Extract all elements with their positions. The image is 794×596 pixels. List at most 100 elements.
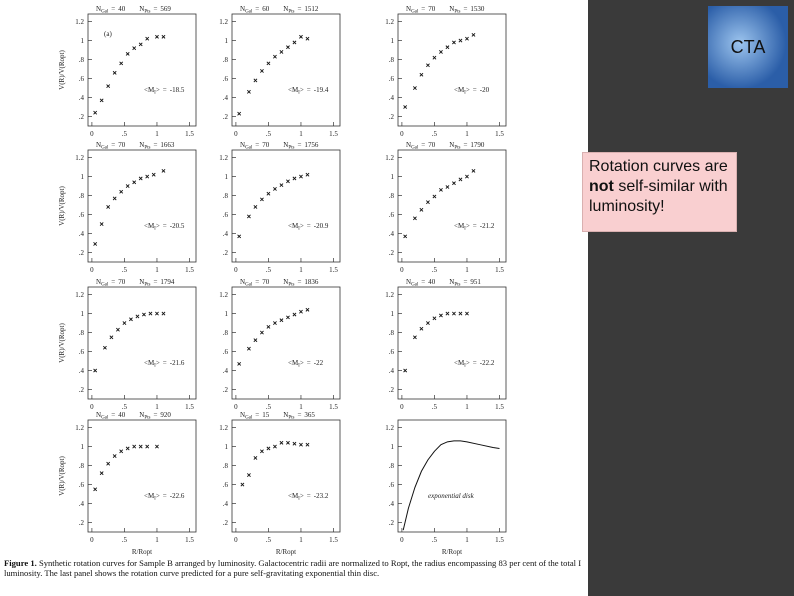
value: -18.5 <box>170 86 185 94</box>
x-tick-label: 1 <box>465 266 469 274</box>
label: N <box>283 141 288 149</box>
y-tick-label: .2 <box>389 113 395 121</box>
y-tick-label: .6 <box>389 481 395 489</box>
y-tick-label: .6 <box>389 75 395 83</box>
label: N <box>240 5 245 13</box>
data-point <box>266 61 271 66</box>
panel-frame <box>397 149 507 263</box>
panel-note: exponential disk <box>428 492 475 500</box>
data-point <box>145 444 150 449</box>
x-tick-label: 0 <box>234 266 238 274</box>
y-tick-label: 1.2 <box>219 291 228 299</box>
label: Gal <box>101 416 109 421</box>
label: = <box>463 278 467 286</box>
panel-header: NGal = 70 NPts = 1836 <box>240 278 319 288</box>
x-tick-label: 0 <box>234 403 238 411</box>
value: -20.9 <box>314 222 329 230</box>
label: N <box>96 411 101 419</box>
label: = <box>255 278 259 286</box>
y-tick-label: 1 <box>391 310 395 318</box>
data-point <box>93 368 98 373</box>
label: > <box>300 86 304 94</box>
data-point <box>292 312 297 317</box>
curve <box>402 440 500 531</box>
x-tick-label: 1.5 <box>495 403 504 411</box>
value: -21.2 <box>480 222 495 230</box>
label: Pts <box>288 146 294 151</box>
y-tick-label: .8 <box>79 462 85 470</box>
label: Pts <box>454 146 460 151</box>
label: = <box>307 492 311 500</box>
figure: .2.4.6.811.20.5 1 1.5V(R)/V(Ropt)NGal = 40 NP… <box>58 5 507 556</box>
y-tick-label: 1.2 <box>75 424 84 432</box>
magnitude: <MI> = -20.9 <box>288 222 329 232</box>
y-tick-label: .6 <box>223 481 229 489</box>
data-point <box>240 482 245 487</box>
data-point <box>471 32 476 37</box>
x-tick-label: 0 <box>400 266 404 274</box>
label: Gal <box>101 283 109 288</box>
x-tick-label: 0 <box>90 403 94 411</box>
y-tick-label: 1.2 <box>75 18 84 26</box>
x-tick-label: 0 <box>400 130 404 138</box>
label: = <box>255 5 259 13</box>
label: > <box>466 222 470 230</box>
label: = <box>163 492 167 500</box>
label: Pts <box>454 10 460 15</box>
x-tick-label: .5 <box>122 130 128 138</box>
y-tick-label: 1 <box>225 173 229 181</box>
y-tick-label: .6 <box>223 348 229 356</box>
label: Gal <box>101 10 109 15</box>
value: 70 <box>428 5 436 13</box>
x-tick-label: 0 <box>90 266 94 274</box>
label: = <box>111 5 115 13</box>
label: = <box>255 141 259 149</box>
label: Gal <box>101 146 109 151</box>
y-tick-label: 1.2 <box>75 291 84 299</box>
label: <M <box>144 492 155 500</box>
x-tick-label: 1 <box>465 536 469 544</box>
data-point <box>142 312 146 317</box>
x-tick-label: 1.5 <box>495 130 504 138</box>
label: N <box>406 5 411 13</box>
callout-text: self-similar with luminosity! <box>589 178 728 215</box>
data-point <box>412 216 417 221</box>
data-point <box>299 309 303 314</box>
data-point <box>279 50 284 54</box>
data-point <box>119 61 124 66</box>
data-point <box>119 189 124 194</box>
label: I <box>298 227 300 232</box>
x-tick-label: 1.5 <box>185 266 194 274</box>
data-point <box>122 321 127 325</box>
label: = <box>297 278 301 286</box>
data-point <box>161 34 166 39</box>
x-axis-label: R/Ropt <box>132 548 152 556</box>
y-tick-label: 1 <box>225 310 229 318</box>
data-point <box>403 105 408 109</box>
y-tick-label: 1 <box>225 443 229 451</box>
value: 1836 <box>304 278 319 286</box>
label: Pts <box>288 416 294 421</box>
data-point <box>93 487 98 492</box>
x-tick-label: 1 <box>155 536 159 544</box>
data-point <box>112 454 117 458</box>
label: <M <box>288 492 299 500</box>
data-point <box>109 335 114 340</box>
label: = <box>421 141 425 149</box>
x-tick-label: 0 <box>234 536 238 544</box>
data-point <box>273 54 277 59</box>
y-tick-label: .8 <box>223 329 229 337</box>
label: <M <box>144 86 155 94</box>
x-tick-label: 0 <box>90 130 94 138</box>
data-point <box>445 185 450 189</box>
magnitude: <MI> = -20 <box>454 86 490 96</box>
y-tick-label: .4 <box>389 230 395 238</box>
label: = <box>473 86 477 94</box>
y-tick-label: 1 <box>81 173 85 181</box>
data-point <box>426 63 430 68</box>
data-point <box>266 446 271 451</box>
label: Gal <box>245 283 253 288</box>
data-point <box>266 324 271 329</box>
data-point <box>237 111 242 116</box>
data-point <box>253 205 258 209</box>
